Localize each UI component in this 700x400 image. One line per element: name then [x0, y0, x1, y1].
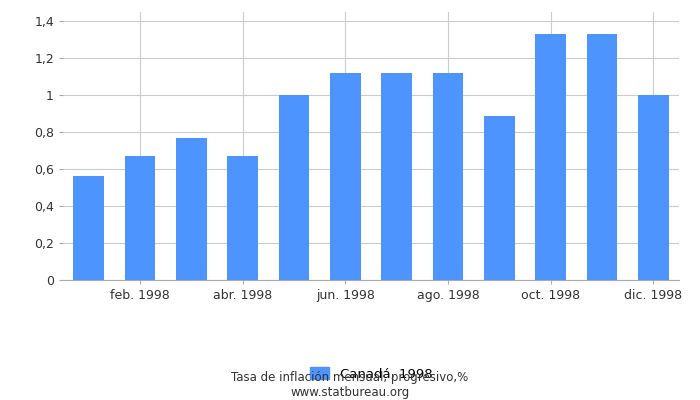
Bar	[536, 34, 566, 280]
Bar	[587, 34, 617, 280]
Bar	[638, 95, 668, 280]
Bar	[433, 73, 463, 280]
Bar	[228, 156, 258, 280]
Bar	[484, 116, 514, 280]
Text: Tasa de inflación mensual, progresivo,%: Tasa de inflación mensual, progresivo,%	[232, 372, 468, 384]
Bar	[125, 156, 155, 280]
Bar	[382, 73, 412, 280]
Bar	[330, 73, 360, 280]
Bar	[176, 138, 206, 280]
Bar	[74, 176, 104, 280]
Text: www.statbureau.org: www.statbureau.org	[290, 386, 410, 399]
Bar	[279, 95, 309, 280]
Legend: Canadá, 1998: Canadá, 1998	[304, 362, 438, 386]
